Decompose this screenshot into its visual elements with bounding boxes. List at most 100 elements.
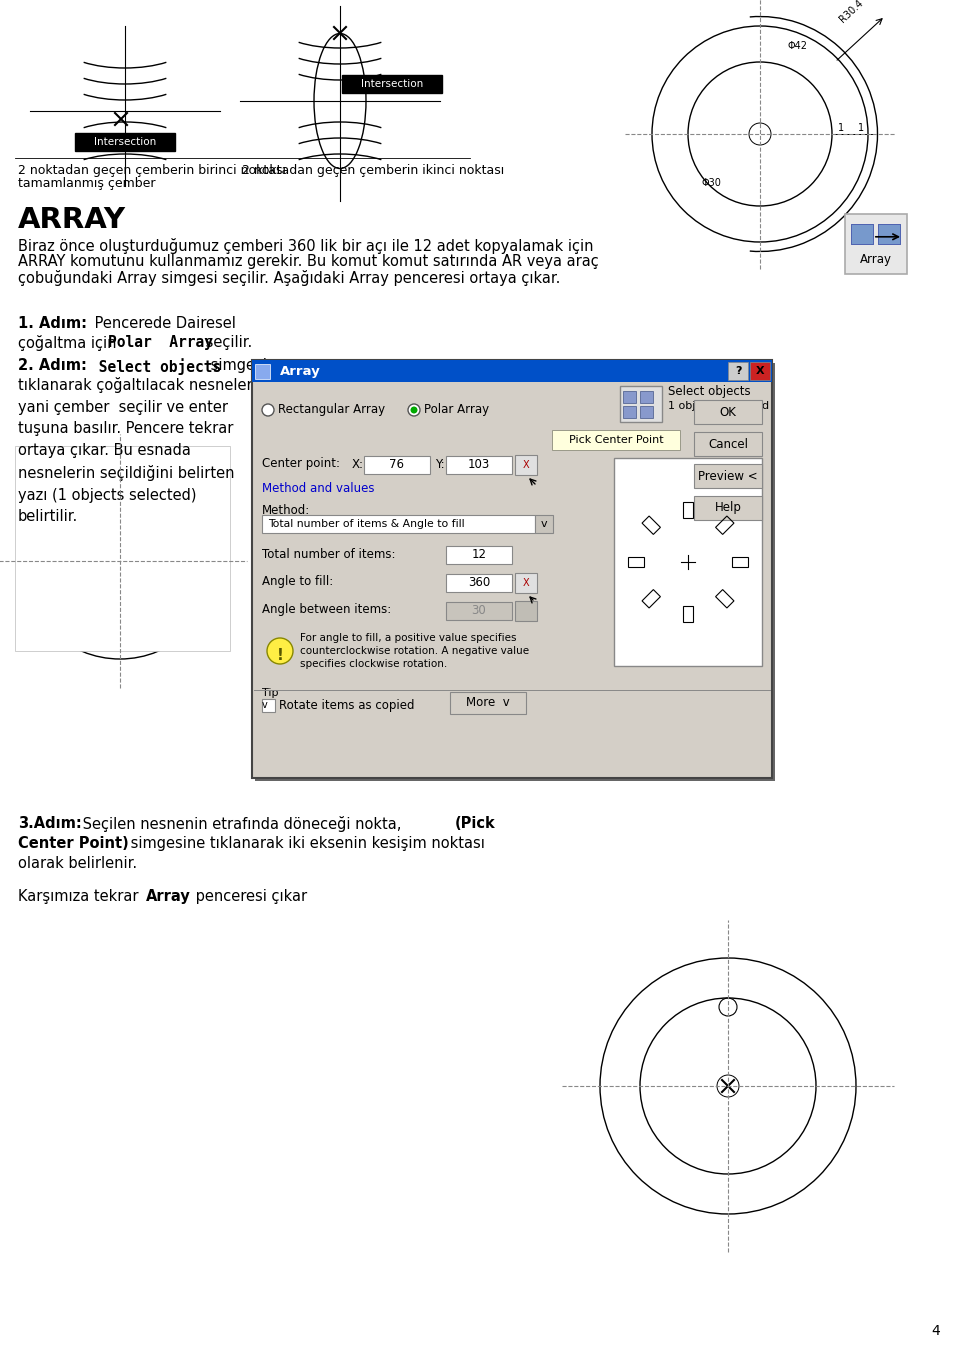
Text: tamamlanmış çember: tamamlanmış çember <box>18 178 156 190</box>
Circle shape <box>411 407 418 414</box>
FancyBboxPatch shape <box>255 363 270 378</box>
Text: olarak belirlenir.: olarak belirlenir. <box>18 856 137 871</box>
FancyBboxPatch shape <box>851 224 873 244</box>
Text: Polar Array: Polar Array <box>424 404 490 416</box>
Text: tıklanarak çoğaltılacak nesneler
yani çember  seçilir ve enter
tuşuna basılır. P: tıklanarak çoğaltılacak nesneler yani çe… <box>18 377 252 525</box>
Text: 3.Adım:: 3.Adım: <box>18 816 82 831</box>
FancyBboxPatch shape <box>535 515 553 533</box>
Text: X: X <box>522 578 529 589</box>
FancyBboxPatch shape <box>614 458 762 666</box>
Text: 30: 30 <box>471 605 487 617</box>
Text: Intersection: Intersection <box>94 137 156 146</box>
FancyBboxPatch shape <box>750 362 770 380</box>
Text: simgesine tıklanarak iki eksenin kesişim noktası: simgesine tıklanarak iki eksenin kesişim… <box>126 837 485 852</box>
Text: Angle between items:: Angle between items: <box>262 603 392 617</box>
Text: ARRAY: ARRAY <box>18 206 126 235</box>
FancyBboxPatch shape <box>255 363 775 781</box>
FancyBboxPatch shape <box>252 359 772 778</box>
FancyBboxPatch shape <box>262 515 535 533</box>
FancyBboxPatch shape <box>515 456 537 475</box>
Text: Φ42: Φ42 <box>788 41 808 52</box>
Text: simgesi: simgesi <box>206 358 267 373</box>
Text: X:: X: <box>352 457 364 471</box>
Text: X: X <box>756 366 764 376</box>
FancyBboxPatch shape <box>728 362 748 380</box>
FancyBboxPatch shape <box>623 405 636 418</box>
Text: Array: Array <box>280 365 321 377</box>
Text: Pencerede Dairesel: Pencerede Dairesel <box>90 316 236 331</box>
Text: X: X <box>522 460 529 471</box>
Text: 1 objects selected: 1 objects selected <box>668 401 769 411</box>
Text: !: ! <box>276 648 283 663</box>
Text: 2 noktadan geçen çemberin birinci noktası: 2 noktadan geçen çemberin birinci noktas… <box>18 164 286 178</box>
Text: (Pick: (Pick <box>455 816 495 831</box>
FancyBboxPatch shape <box>878 224 900 244</box>
Text: Center point:: Center point: <box>262 457 340 471</box>
Text: 360: 360 <box>468 576 491 590</box>
FancyBboxPatch shape <box>252 359 772 382</box>
FancyBboxPatch shape <box>694 433 762 456</box>
Text: 1: 1 <box>838 123 844 133</box>
Text: ARRAY komutunu kullanmamız gerekir. Bu komut komut satırında AR veya araç: ARRAY komutunu kullanmamız gerekir. Bu k… <box>18 254 599 268</box>
Text: 76: 76 <box>390 458 404 472</box>
FancyBboxPatch shape <box>515 601 537 621</box>
FancyBboxPatch shape <box>75 133 175 151</box>
FancyBboxPatch shape <box>446 456 512 475</box>
Text: More  v: More v <box>467 697 510 709</box>
Text: v: v <box>540 519 547 529</box>
Circle shape <box>408 404 420 416</box>
FancyBboxPatch shape <box>450 692 526 715</box>
FancyBboxPatch shape <box>552 430 680 450</box>
Text: 103: 103 <box>468 458 491 472</box>
Text: 2. Adım:: 2. Adım: <box>18 358 86 373</box>
FancyBboxPatch shape <box>446 602 512 620</box>
Text: Φ30: Φ30 <box>702 178 722 188</box>
FancyBboxPatch shape <box>15 446 230 651</box>
FancyBboxPatch shape <box>446 546 512 564</box>
Text: Total number of items:: Total number of items: <box>262 548 396 560</box>
FancyBboxPatch shape <box>694 400 762 424</box>
FancyBboxPatch shape <box>878 224 900 244</box>
FancyBboxPatch shape <box>446 574 512 593</box>
Text: Array: Array <box>860 254 892 266</box>
Text: 1: 1 <box>858 123 864 133</box>
Text: For angle to fill, a positive value specifies
counterclockwise rotation. A negat: For angle to fill, a positive value spec… <box>300 633 529 670</box>
FancyBboxPatch shape <box>623 391 636 403</box>
Circle shape <box>267 639 293 664</box>
FancyBboxPatch shape <box>515 574 537 593</box>
Text: Intersection: Intersection <box>361 79 423 89</box>
Text: Karşımıza tekrar: Karşımıza tekrar <box>18 890 143 904</box>
Text: 1. Adım:: 1. Adım: <box>18 316 87 331</box>
Text: Polar  Array: Polar Array <box>108 335 213 350</box>
FancyBboxPatch shape <box>342 75 442 94</box>
Text: Select objects: Select objects <box>90 358 221 374</box>
FancyBboxPatch shape <box>694 464 762 488</box>
Circle shape <box>262 404 274 416</box>
Text: çoğaltma için: çoğaltma için <box>18 335 121 351</box>
Text: ?: ? <box>734 366 741 376</box>
Text: 2 noktadan geçen çemberin ikinci noktası: 2 noktadan geçen çemberin ikinci noktası <box>242 164 504 178</box>
FancyBboxPatch shape <box>640 391 653 403</box>
Text: Cancel: Cancel <box>708 438 748 450</box>
Text: v: v <box>262 701 268 711</box>
Text: Rectangular Array: Rectangular Array <box>278 404 385 416</box>
Text: Array: Array <box>146 890 191 904</box>
FancyBboxPatch shape <box>694 496 762 519</box>
Text: Preview <: Preview < <box>698 469 757 483</box>
Text: Center Point): Center Point) <box>18 837 129 852</box>
Text: penceresi çıkar: penceresi çıkar <box>191 890 307 904</box>
Text: Method:: Method: <box>262 503 310 517</box>
FancyBboxPatch shape <box>620 386 662 422</box>
FancyBboxPatch shape <box>851 224 873 244</box>
Text: 12: 12 <box>471 548 487 561</box>
FancyBboxPatch shape <box>640 405 653 418</box>
Text: çobuğundaki Array simgesi seçilir. Aşağıdaki Array penceresi ortaya çıkar.: çobuğundaki Array simgesi seçilir. Aşağı… <box>18 270 561 286</box>
Text: Rotate items as copied: Rotate items as copied <box>279 700 415 712</box>
Text: Tip: Tip <box>262 687 278 698</box>
Text: 4: 4 <box>931 1323 940 1338</box>
FancyBboxPatch shape <box>262 698 275 712</box>
Text: Total number of items & Angle to fill: Total number of items & Angle to fill <box>268 519 465 529</box>
Text: Angle to fill:: Angle to fill: <box>262 575 333 589</box>
Text: Seçilen nesnenin etrafında döneceği nokta,: Seçilen nesnenin etrafında döneceği nokt… <box>78 816 406 833</box>
Text: Pick Center Point: Pick Center Point <box>568 435 663 445</box>
